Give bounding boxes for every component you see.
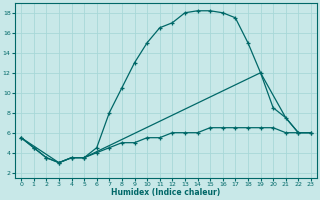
X-axis label: Humidex (Indice chaleur): Humidex (Indice chaleur)	[111, 188, 221, 197]
